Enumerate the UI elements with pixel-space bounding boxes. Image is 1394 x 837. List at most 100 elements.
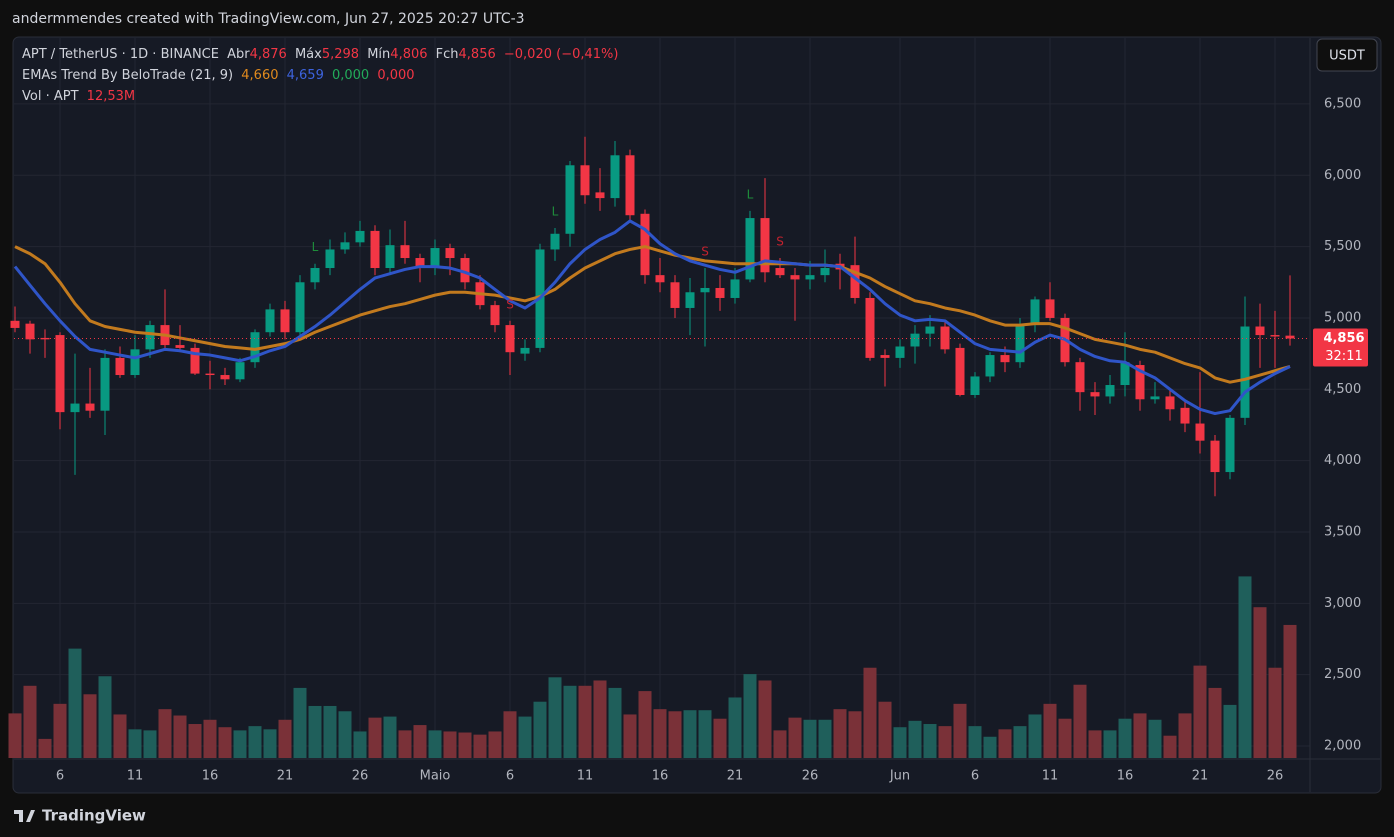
legend-line-3: Vol · APT 12,53M: [22, 89, 135, 104]
candle-body: [655, 275, 665, 283]
candle-body: [415, 258, 425, 269]
candle-body: [295, 282, 305, 333]
candle-body: [1210, 440, 1220, 473]
volume-bar: [608, 687, 622, 758]
volume-bar: [203, 719, 217, 758]
volume-bar: [38, 738, 52, 758]
volume-bar: [98, 676, 112, 758]
volume-bar: [893, 727, 907, 758]
volume-bar: [848, 711, 862, 758]
volume-bar: [968, 726, 982, 758]
last-price-label: 4,856: [1323, 331, 1364, 346]
volume-layer: [8, 576, 1297, 758]
candle-body: [280, 309, 290, 333]
volume-bar: [1223, 704, 1237, 758]
volume-bar: [23, 685, 37, 758]
candle-body: [205, 373, 215, 376]
candle-body: [100, 357, 110, 411]
volume-bar: [1013, 726, 1027, 758]
ema9-value: 4,659: [287, 68, 324, 83]
y-tick-label: 4,000: [1324, 453, 1361, 468]
volume-bar: [473, 734, 487, 758]
indicator: EMAs Trend By BeloTrade (21, 9): [22, 68, 233, 83]
candle-body: [685, 292, 695, 308]
candle-body: [715, 287, 725, 298]
volume-bar: [1238, 576, 1252, 758]
volume-bar: [308, 705, 322, 758]
x-tick-label: 6: [506, 769, 514, 784]
signal-label: S: [776, 235, 784, 249]
low-label: Mín: [367, 47, 390, 62]
y-tick-label: 5,500: [1324, 239, 1361, 254]
y-tick-label: 6,000: [1324, 168, 1361, 183]
x-tick-label: 6: [56, 769, 64, 784]
y-tick-label: 5,000: [1324, 310, 1361, 325]
volume-bar: [278, 719, 292, 758]
logo-text: TradingView: [42, 807, 146, 825]
volume-bar: [143, 730, 157, 758]
volume-bar: [173, 715, 187, 758]
volume-bar: [188, 724, 202, 758]
candle-body: [1135, 365, 1145, 400]
volume-bar: [773, 730, 787, 758]
candle-body: [115, 357, 125, 376]
candle-body: [1240, 326, 1250, 418]
candle-body: [310, 268, 320, 283]
symbol: APT / TetherUS · 1D · BINANCE: [22, 47, 219, 62]
volume-bar: [233, 730, 247, 758]
candle-body: [940, 326, 950, 350]
candle-body: [790, 275, 800, 280]
volume-bar: [638, 691, 652, 758]
candle-body: [955, 347, 965, 396]
candle-body: [1000, 355, 1010, 363]
volume-bar: [1058, 718, 1072, 758]
volume-bar: [1133, 713, 1147, 758]
x-tick-label: 26: [1267, 769, 1284, 784]
plot-layer: L S L S L S: [10, 136, 1310, 497]
volume-bar: [218, 727, 232, 758]
volume-bar: [803, 719, 817, 758]
y-tick-label: 3,500: [1324, 524, 1361, 539]
volume-bar: [488, 731, 502, 758]
footer-logo: TradingView: [14, 807, 146, 825]
volume-bar: [1118, 718, 1132, 758]
x-tick-label: 16: [202, 769, 219, 784]
volume-bar: [713, 718, 727, 758]
x-tick-label: Jun: [889, 769, 910, 784]
candle-body: [25, 323, 35, 340]
currency-button[interactable]: [1316, 38, 1378, 72]
candle-body: [340, 242, 350, 250]
volume-bar: [533, 701, 547, 758]
candle-body: [430, 248, 440, 269]
candle-body: [805, 275, 815, 280]
legend-line-1: APT / TetherUS · 1D · BINANCE Abr4,876 M…: [22, 47, 618, 62]
volume-bar: [878, 701, 892, 758]
candle-body: [55, 335, 65, 413]
last-price-box: [1313, 328, 1368, 367]
x-tick-label: 11: [1042, 769, 1059, 784]
candle-body: [1165, 396, 1175, 410]
candle-body: [445, 248, 455, 259]
x-tick-label: 21: [1192, 769, 1209, 784]
volume-bar: [158, 709, 172, 758]
x-tick-label: 11: [577, 769, 594, 784]
candle-body: [1075, 362, 1085, 393]
volume-bar: [1283, 624, 1297, 758]
x-tick-label: 21: [727, 769, 744, 784]
y-tick-label: 3,000: [1324, 596, 1361, 611]
candle-body: [1195, 423, 1205, 441]
volume-bar: [413, 725, 427, 758]
candle-body: [595, 192, 605, 199]
y-tick-label: 2,500: [1324, 667, 1361, 682]
volume-bar: [1178, 713, 1192, 758]
candle-body: [820, 268, 830, 276]
open-label: Abr: [227, 47, 250, 62]
candle-body: [1150, 396, 1160, 400]
close-label: Fch: [436, 47, 459, 62]
candle-body: [910, 333, 920, 347]
legend-line-2: EMAs Trend By BeloTrade (21, 9) 4,660 4,…: [22, 68, 415, 83]
x-tick-label: 26: [802, 769, 819, 784]
currency-label[interactable]: USDT: [1329, 49, 1365, 64]
candle-body: [130, 349, 140, 376]
